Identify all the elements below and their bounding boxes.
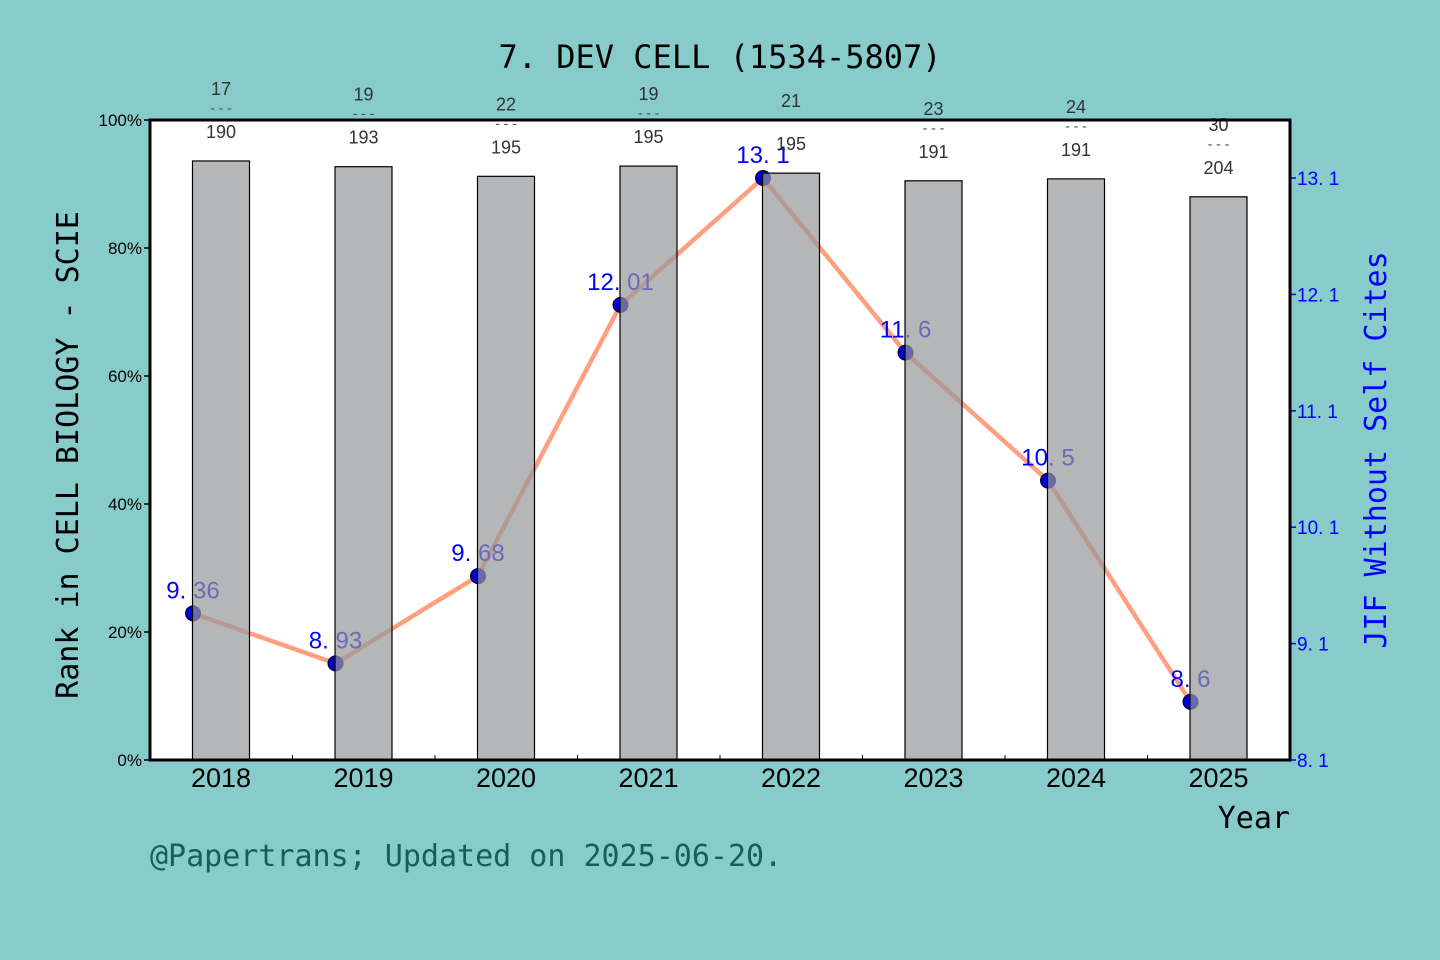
- left-tick-label: 60%: [108, 367, 142, 386]
- left-tick-label: 100%: [99, 111, 142, 130]
- rank-denominator: 195: [633, 127, 663, 147]
- right-axis-label: JIF Without Self Cites: [1359, 251, 1394, 648]
- rank-numerator: 30: [1208, 115, 1228, 135]
- rank-numerator: 19: [353, 85, 373, 105]
- x-axis-label: Year: [1218, 801, 1290, 836]
- left-tick-label: 40%: [108, 495, 142, 514]
- rank-numerator: 21: [781, 91, 801, 111]
- rank-divider: ---: [1206, 137, 1231, 153]
- rank-denominator: 191: [918, 142, 948, 162]
- rank-divider: ---: [1063, 119, 1088, 135]
- rank-denominator: 193: [348, 128, 378, 148]
- rank-bar: [1046, 178, 1106, 761]
- rank-denominator: 204: [1203, 158, 1233, 178]
- left-axis-label: Rank in CELL BIOLOGY - SCIE: [51, 211, 86, 699]
- left-tick-label: 0%: [117, 751, 142, 770]
- rank-divider: ---: [636, 106, 661, 122]
- rank-bar: [334, 166, 393, 761]
- rank-numerator: 17: [211, 79, 231, 99]
- x-tick-label: 2018: [191, 763, 251, 793]
- rank-divider: ---: [921, 121, 946, 137]
- x-tick-label: 2024: [1046, 763, 1106, 793]
- right-tick-label: 11. 1: [1297, 402, 1338, 423]
- left-tick-label: 20%: [108, 623, 142, 642]
- right-tick-label: 13. 1: [1297, 169, 1339, 190]
- x-tick-label: 2022: [761, 763, 821, 793]
- rank-bar: [1189, 196, 1248, 761]
- footer-text: @Papertrans; Updated on 2025-06-20.: [150, 839, 782, 874]
- rank-denominator: 191: [1061, 140, 1091, 160]
- rank-bar: [619, 165, 678, 761]
- right-tick-label: 8. 1: [1297, 751, 1329, 772]
- rank-bar: [761, 172, 821, 761]
- x-tick-label: 2020: [476, 763, 536, 793]
- left-tick-label: 80%: [108, 239, 142, 258]
- x-tick-label: 2021: [618, 763, 678, 793]
- rank-numerator: 19: [638, 84, 658, 104]
- jif-value-label: 13. 1: [736, 142, 789, 169]
- x-tick-label: 2025: [1188, 763, 1248, 793]
- rank-bar: [904, 180, 963, 761]
- right-tick-label: 12. 1: [1297, 285, 1339, 306]
- rank-numerator: 23: [923, 99, 943, 119]
- rank-denominator: 190: [206, 122, 236, 142]
- right-tick-label: 9. 1: [1297, 635, 1329, 656]
- chart-title: 7. DEV CELL (1534-5807): [498, 38, 941, 76]
- rank-bar: [476, 175, 536, 761]
- rank-denominator: 195: [776, 134, 806, 154]
- x-tick-label: 2019: [333, 763, 393, 793]
- rank-numerator: 24: [1066, 97, 1086, 117]
- rank-numerator: 22: [496, 94, 516, 114]
- right-tick-label: 10. 1: [1297, 518, 1339, 539]
- plot-frame: [148, 118, 1292, 762]
- x-tick-label: 2023: [903, 763, 963, 793]
- rank-denominator: 195: [491, 137, 521, 157]
- rank-divider: ---: [208, 101, 233, 117]
- rank-bar: [191, 160, 251, 761]
